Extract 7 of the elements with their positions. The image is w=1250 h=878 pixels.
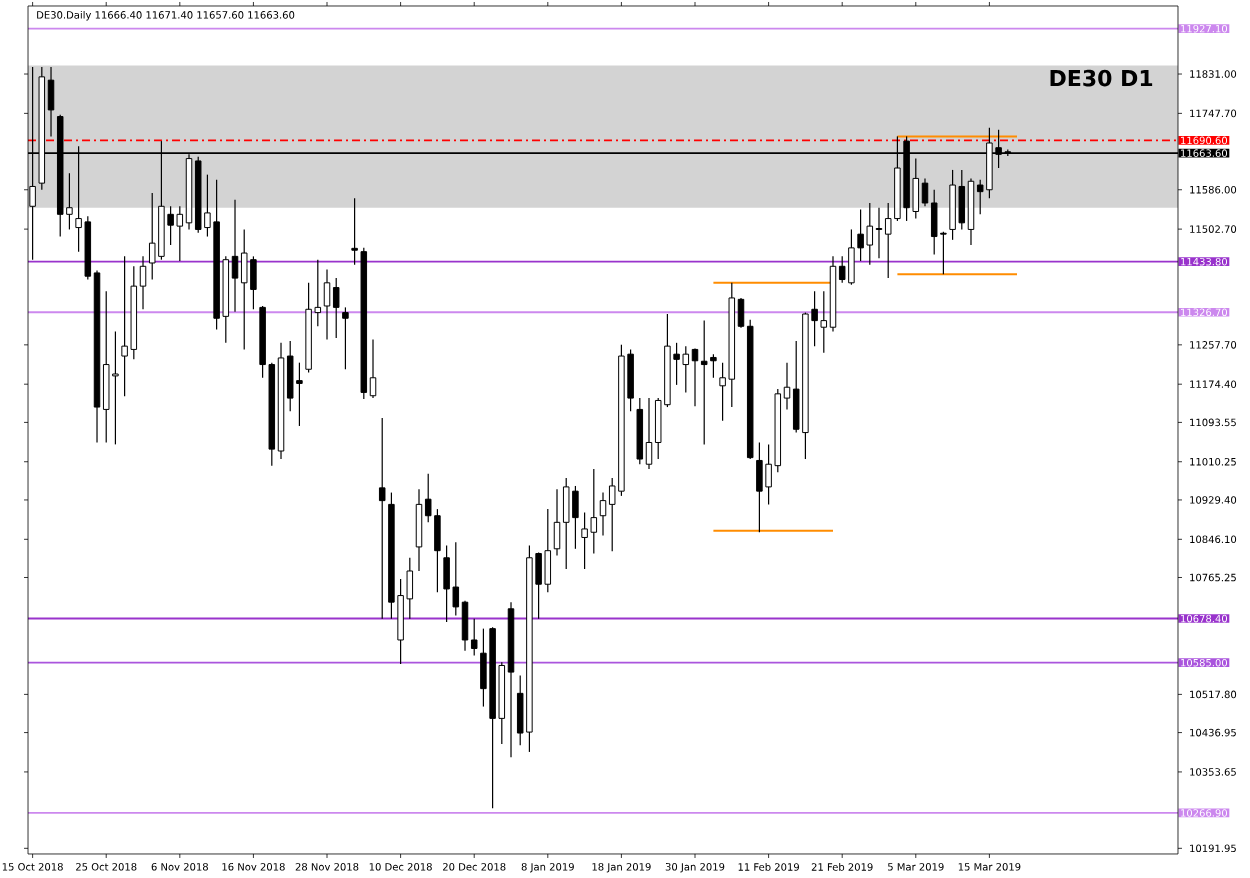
candlestick xyxy=(700,320,708,445)
candlestick xyxy=(351,197,358,266)
text: DE30 D1 xyxy=(1050,69,1153,87)
candlestick xyxy=(710,353,717,379)
candlestick xyxy=(342,306,349,370)
candlestick xyxy=(332,277,340,339)
candlestick xyxy=(378,417,386,620)
